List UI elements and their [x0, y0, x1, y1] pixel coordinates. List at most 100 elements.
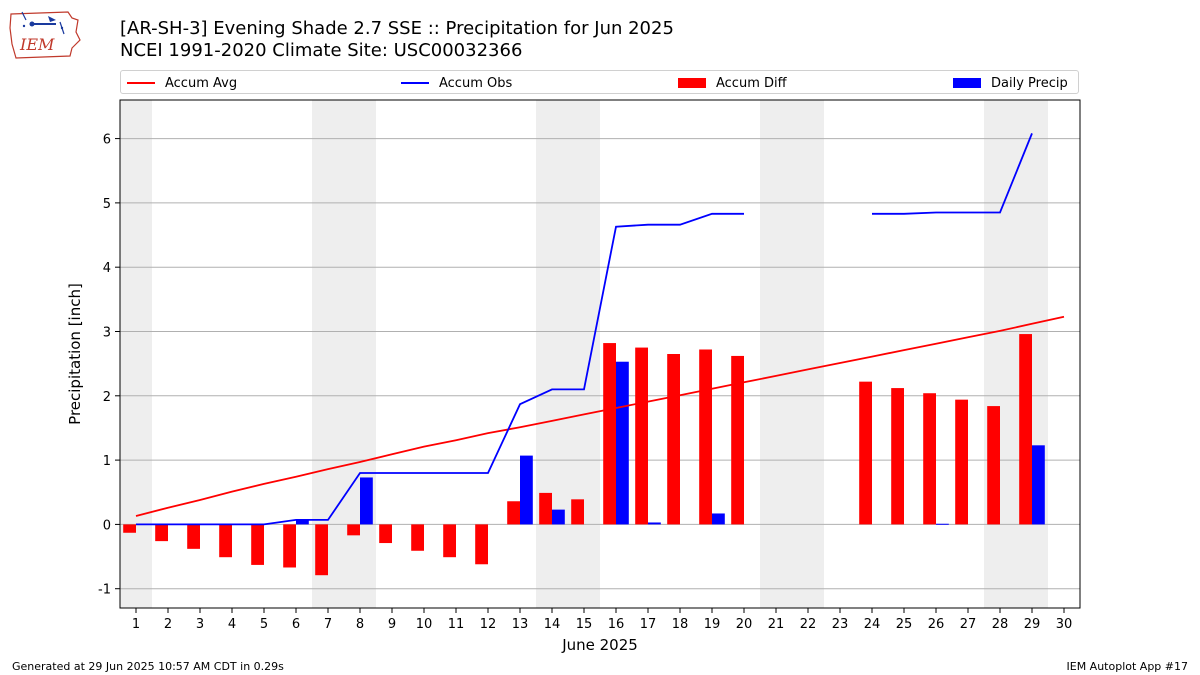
x-tick-label: 27 — [960, 617, 977, 632]
accum-diff-bar-day-28 — [987, 406, 1000, 525]
x-tick-label: 22 — [800, 617, 817, 632]
accum-diff-bar-day-20 — [731, 355, 744, 525]
x-tick-label: 13 — [512, 617, 529, 632]
accum-avg-line-segment-1 — [135, 315, 1065, 517]
accum-diff-bar-day-26 — [923, 393, 936, 525]
footer-generated-note: Generated at 29 Jun 2025 10:57 AM CDT in… — [12, 660, 284, 673]
x-tick-label: 23 — [832, 617, 849, 632]
legend-swatch-accum-diff — [678, 78, 706, 88]
x-tick-label: 8 — [356, 617, 364, 632]
x-tick-label: 19 — [704, 617, 721, 632]
x-tick-label: 9 — [388, 617, 396, 632]
accum-diff-bar-day-6 — [283, 524, 296, 568]
legend-item-accum-diff: Accum Diff — [678, 73, 787, 93]
legend-label-accum-diff: Accum Diff — [716, 75, 787, 91]
x-tick-label: 29 — [1024, 617, 1041, 632]
weather-instruments-icon — [21, 11, 65, 35]
legend-swatch-accum-avg — [127, 82, 155, 84]
accum-diff-bar-day-24 — [859, 381, 872, 525]
accum-diff-bar-day-14 — [539, 492, 552, 525]
legend-label-daily-precip: Daily Precip — [991, 75, 1068, 91]
x-tick-label: 25 — [896, 617, 913, 632]
x-tick-label: 18 — [672, 617, 689, 632]
y-tick-label: 6 — [103, 133, 111, 148]
iem-logo: IEM — [9, 11, 81, 59]
weekend-shade-7 — [312, 100, 344, 608]
accum-diff-bar-day-12 — [475, 524, 488, 565]
accum-diff-bar-day-16 — [603, 343, 616, 525]
chart-subtitle: NCEI 1991-2020 Climate Site: USC00032366 — [120, 40, 523, 61]
y-tick-label: 5 — [103, 197, 111, 212]
x-tick-label: 4 — [228, 617, 236, 632]
daily-precip-bar-day-6 — [296, 519, 309, 525]
accum-diff-bar-day-2 — [155, 524, 168, 542]
x-tick-label: 10 — [416, 617, 433, 632]
x-tick-label: 7 — [324, 617, 332, 632]
accum-diff-bar-day-25 — [891, 388, 904, 525]
weekend-shade-14 — [536, 100, 568, 608]
daily-precip-bar-day-16 — [616, 361, 629, 525]
x-tick-label: 28 — [992, 617, 1009, 632]
accum-diff-bar-day-5 — [251, 524, 264, 565]
legend-item-accum-obs: Accum Obs — [401, 73, 512, 93]
daily-precip-bar-day-19 — [712, 513, 725, 525]
daily-precip-bar-day-8 — [360, 477, 373, 525]
x-tick-label: 17 — [640, 617, 657, 632]
accum-diff-bar-day-18 — [667, 354, 680, 525]
accum-diff-bar-day-3 — [187, 524, 200, 549]
accum-diff-bar-day-11 — [443, 524, 456, 558]
y-tick-label: -1 — [98, 583, 111, 598]
legend-item-accum-avg: Accum Avg — [127, 73, 237, 93]
daily-precip-bar-day-14 — [552, 509, 565, 525]
weekend-shade-21 — [760, 100, 792, 608]
y-tick-label: 1 — [103, 454, 111, 469]
chart-title: [AR-SH-3] Evening Shade 2.7 SSE :: Preci… — [120, 18, 674, 39]
x-tick-label: 24 — [864, 617, 881, 632]
y-tick-label: 0 — [103, 518, 111, 533]
x-tick-label: 3 — [196, 617, 204, 632]
x-tick-label: 2 — [164, 617, 172, 632]
accum-obs-line-segment-2 — [872, 133, 1033, 215]
weekend-shade-22 — [792, 100, 824, 608]
x-axis-label: June 2025 — [561, 636, 638, 654]
accum-diff-bar-day-29 — [1019, 334, 1032, 525]
footer-app-id: IEM Autoplot App #17 — [1066, 660, 1189, 673]
weekend-shade-15 — [568, 100, 600, 608]
accum-diff-bar-day-8 — [347, 524, 360, 536]
accum-diff-bar-day-10 — [411, 524, 424, 551]
x-tick-label: 1 — [132, 617, 140, 632]
daily-precip-bar-day-26 — [936, 523, 949, 525]
legend-item-daily-precip: Daily Precip — [953, 73, 1068, 93]
x-tick-label: 14 — [544, 617, 561, 632]
accum-diff-bar-day-17 — [635, 347, 648, 525]
x-tick-label: 5 — [260, 617, 268, 632]
accum-diff-bar-day-27 — [955, 399, 968, 525]
y-axis-label: Precipitation [inch] — [66, 283, 84, 425]
x-tick-label: 21 — [768, 617, 785, 632]
accum-diff-bar-day-1 — [123, 524, 136, 533]
accum-diff-bar-day-9 — [379, 524, 392, 544]
lines — [135, 133, 1065, 526]
accum-diff-bar-day-4 — [219, 524, 232, 558]
y-tick-label: 4 — [103, 261, 111, 276]
iem-logo-text: IEM — [19, 35, 55, 54]
chart-legend: Accum Avg Accum Obs Accum Diff Daily Pre… — [120, 70, 1079, 94]
x-tick-label: 6 — [292, 617, 300, 632]
legend-label-accum-avg: Accum Avg — [165, 75, 238, 91]
daily-precip-bar-day-13 — [520, 455, 533, 525]
weekend-shade-1 — [120, 100, 152, 608]
x-tick-label: 16 — [608, 617, 625, 632]
x-tick-label: 15 — [576, 617, 593, 632]
daily-precip-bar-day-29 — [1032, 445, 1045, 525]
y-tick-label: 2 — [103, 390, 111, 405]
grid-lines — [120, 138, 1080, 590]
legend-swatch-daily-precip — [953, 78, 981, 88]
iowa-outline-icon — [9, 11, 81, 59]
plot-frame — [119, 99, 1081, 609]
weekend-shade-28 — [984, 100, 1016, 608]
x-tick-label: 12 — [480, 617, 497, 632]
legend-label-accum-obs: Accum Obs — [439, 75, 513, 91]
x-tick-label: 30 — [1056, 617, 1073, 632]
x-tick-label: 11 — [448, 617, 465, 632]
